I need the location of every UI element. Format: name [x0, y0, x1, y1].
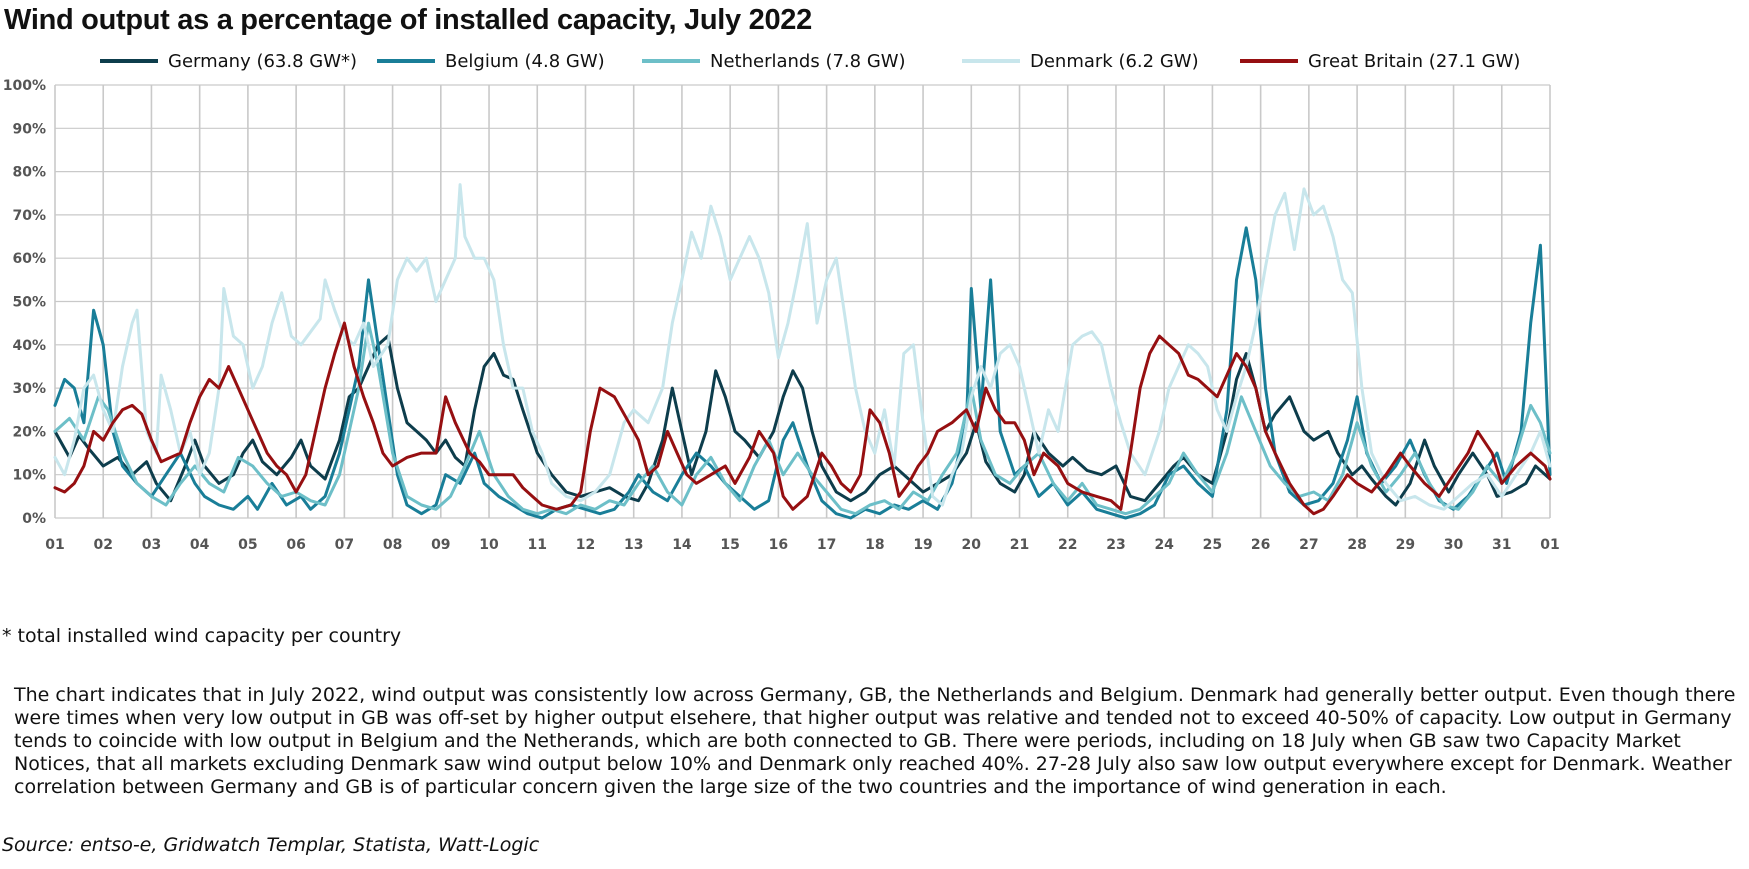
chart-title: Wind output as a percentage of installed… — [4, 4, 812, 36]
series-line-1 — [53, 226, 1552, 520]
legend-item: Germany (63.8 GW*) — [100, 51, 357, 72]
chart-legend: Germany (63.8 GW*) Belgium (4.8 GW) Nether… — [100, 51, 1520, 72]
x-tick-label: 09 — [431, 537, 450, 553]
x-tick-label: 01 — [1540, 537, 1559, 553]
legend-item: Netherlands (7.8 GW) — [642, 51, 906, 72]
y-tick-label: 80% — [12, 165, 46, 181]
x-tick-label: 16 — [769, 537, 788, 553]
x-tick-label: 20 — [962, 537, 982, 553]
x-tick-label: 27 — [1299, 537, 1318, 553]
x-tick-label: 28 — [1347, 537, 1366, 553]
y-tick-label: 30% — [12, 381, 46, 397]
legend-label: Great Britain (27.1 GW) — [1308, 51, 1520, 72]
y-axis-ticks: 0% 10% 20% 30% 40% 50% 60% 70% 80% 90% 100% — [3, 78, 46, 527]
legend-label: Belgium (4.8 GW) — [445, 51, 605, 72]
y-tick-label: 70% — [12, 208, 46, 224]
source-note: Source: entso-e, Gridwatch Templar, Stat… — [2, 834, 540, 856]
x-tick-label: 23 — [1106, 537, 1125, 553]
legend-item: Belgium (4.8 GW) — [377, 51, 605, 72]
x-tick-label: 05 — [238, 537, 257, 553]
x-tick-label: 26 — [1251, 537, 1270, 553]
x-tick-label: 13 — [624, 537, 643, 553]
x-tick-label: 10 — [479, 537, 499, 553]
x-tick-label: 14 — [672, 537, 692, 553]
y-tick-label: 60% — [12, 251, 46, 267]
chart-series — [53, 183, 1552, 520]
x-tick-label: 22 — [1058, 537, 1077, 553]
x-tick-label: 17 — [817, 537, 836, 553]
x-tick-label: 06 — [286, 537, 305, 553]
series-line-2 — [53, 321, 1552, 516]
series-line-3 — [53, 183, 1552, 511]
chart-description: The chart indicates that in July 2022, w… — [14, 684, 1736, 798]
legend-label: Germany (63.8 GW*) — [168, 51, 357, 72]
legend-item: Great Britain (27.1 GW) — [1240, 51, 1520, 72]
legend-label: Denmark (6.2 GW) — [1030, 51, 1199, 72]
x-tick-label: 07 — [335, 537, 354, 553]
footnote: * total installed wind capacity per coun… — [2, 625, 402, 647]
x-tick-label: 24 — [1154, 537, 1174, 553]
y-tick-label: 40% — [12, 338, 46, 354]
x-tick-label: 04 — [190, 537, 210, 553]
y-tick-label: 20% — [12, 424, 46, 440]
x-tick-label: 21 — [1010, 537, 1029, 553]
y-tick-label: 90% — [12, 121, 46, 137]
legend-item: Denmark (6.2 GW) — [962, 51, 1199, 72]
y-tick-label: 10% — [12, 468, 46, 484]
x-tick-label: 30 — [1444, 537, 1464, 553]
x-tick-label: 18 — [865, 537, 884, 553]
y-tick-label: 50% — [12, 295, 46, 311]
x-tick-label: 25 — [1203, 537, 1222, 553]
x-tick-label: 01 — [45, 537, 64, 553]
y-tick-label: 100% — [3, 78, 46, 94]
x-tick-label: 29 — [1396, 537, 1415, 553]
x-tick-label: 12 — [576, 537, 595, 553]
legend-label: Netherlands (7.8 GW) — [710, 51, 906, 72]
x-tick-label: 31 — [1492, 537, 1511, 553]
x-tick-label: 02 — [93, 537, 112, 553]
x-tick-label: 19 — [913, 537, 932, 553]
x-tick-label: 08 — [383, 537, 402, 553]
x-tick-label: 11 — [528, 537, 547, 553]
x-axis-ticks: 01 02 03 04 05 06 07 08 09 10 11 12 13 14 15 16 17 18 19 20… — [45, 537, 1559, 553]
x-tick-label: 03 — [142, 537, 161, 553]
x-tick-label: 15 — [720, 537, 739, 553]
series-line-0 — [53, 334, 1552, 507]
series-line-4 — [53, 321, 1552, 516]
y-tick-label: 0% — [22, 511, 46, 527]
